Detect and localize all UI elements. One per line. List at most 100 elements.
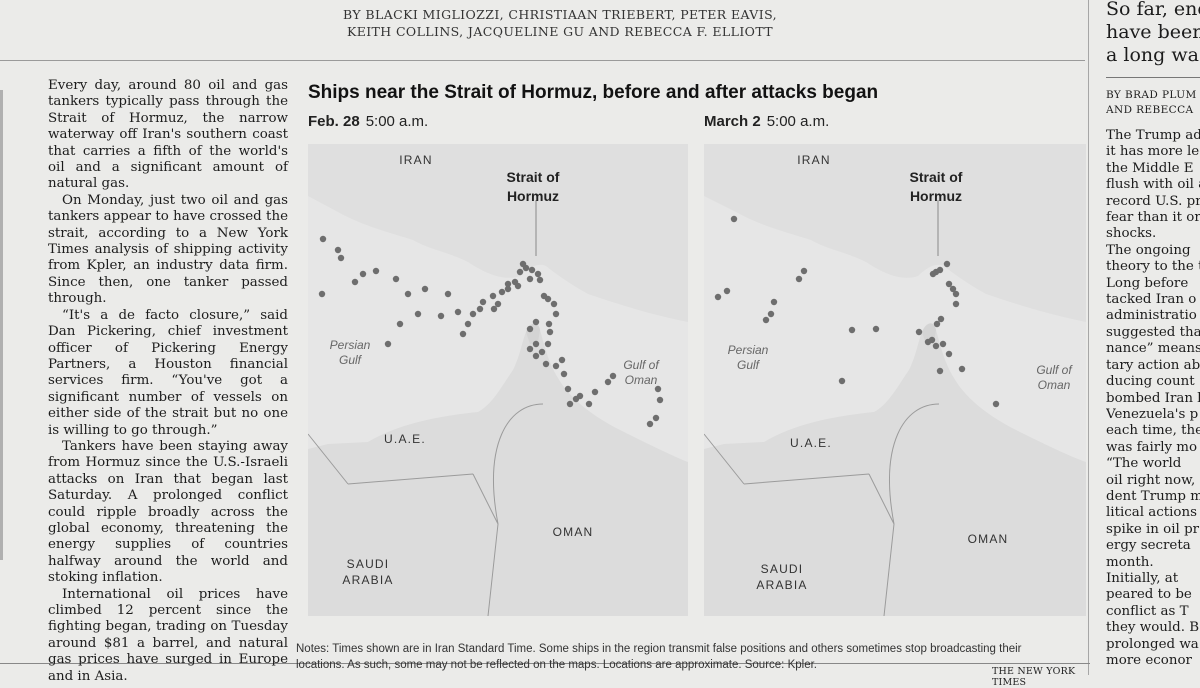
ship-dot [646,420,654,428]
adjacent-body-line: flush with oil a [1106,177,1200,193]
ship-dot [936,367,944,375]
map-borders [308,403,544,616]
ship-dot [945,350,953,358]
ship-dot [476,305,484,313]
ship-dot [334,246,342,254]
ship-dot [762,316,770,324]
ship-dot [421,285,429,293]
map-land-iran [308,144,688,322]
label-gulf-of-oman-2: Oman [625,373,658,387]
map-after: IRAN Strait of Hormuz Persian Gulf Gulf … [704,144,1086,616]
ship-dot [351,278,359,286]
adjacent-body-line: suggested tha [1106,324,1200,340]
ship-dot [489,292,497,300]
ship-dot [437,312,445,320]
adjacent-body-line: “The world [1106,456,1182,472]
adjacent-body-line: The Trump adm [1106,128,1200,143]
ship-dot [545,320,553,328]
ship-dot [604,378,612,386]
adjacent-body-line: bombed Iran l [1106,390,1200,406]
ship-dot [560,370,568,378]
ship-dot [384,340,392,348]
ship-dots [318,235,664,428]
adjacent-body-line: month. [1106,554,1154,570]
label-gulf-of-oman-1: Gulf of [623,358,660,372]
adjacent-body-line: fear than it or [1106,210,1200,226]
ship-dot [490,305,498,313]
ship-dot [714,293,722,301]
ship-dot [444,290,452,298]
ship-dot [723,287,731,295]
adjacent-body-line: it has more lee [1106,144,1200,160]
ship-dot [534,270,542,278]
ship-dot [526,275,534,283]
panel-label-before: Feb. 28 5:00 a.m. [308,113,428,130]
byline-line-1: BY BLACKI MIGLIOZZI, CHRISTIAAN TRIEBERT… [343,7,777,22]
label-uae: U.A.E. [790,436,832,450]
ship-dot [558,356,566,364]
ship-dot [504,285,512,293]
adjacent-body-line: litical actions [1106,505,1197,521]
article-body: Every day, around 80 oil and gas tankers… [48,78,288,685]
ship-dot [767,310,775,318]
adjacent-body-line: was fairly mo [1106,439,1198,455]
ship-dot [542,360,550,368]
label-saudi-1: SAUDI [347,557,390,571]
ship-dot [564,385,572,393]
label-strait-1: Strait of [910,169,963,185]
ship-dot [519,260,527,268]
ship-dot [454,308,462,316]
ship-dot [654,385,662,393]
ship-dot [952,300,960,308]
adjacent-body-line: Initially, at [1106,570,1179,586]
adjacent-byline: BY BRAD PLUM AND REBECCA [1106,88,1200,118]
panel-time: 5:00 a.m. [365,113,429,130]
ship-dot [552,310,560,318]
ship-dot [958,365,966,373]
adjacent-headline-line: So far, ene [1106,0,1200,20]
ship-dot [494,300,502,308]
ship-dot [915,328,923,336]
label-gulf-1: Persian [728,343,769,357]
panel-date: March 2 [704,113,761,130]
label-gulf-2: Gulf [339,353,363,367]
adjacent-body-line: tary action ab [1106,357,1200,373]
panel-time: 5:00 a.m. [766,113,830,130]
adjacent-body-line: conflict as T [1106,603,1189,619]
graphic-title: Ships near the Strait of Hormuz, before … [308,82,879,103]
adjacent-body-line: the Middle E [1106,160,1194,176]
article-paragraph: International oil prices have climbed 12… [48,586,288,684]
graphic-notes: Notes: Times shown are in Iran Standard … [296,641,1056,673]
article-paragraph: Every day, around 80 oil and gas tankers… [48,78,288,192]
adjacent-headline-line: a long wa [1106,44,1199,66]
ship-dot [528,266,536,274]
ship-dot [872,325,880,333]
ship-dot [318,290,326,298]
adjacent-article: So far, ene have been a long wa BY BRAD … [1106,0,1200,669]
ship-dot [546,328,554,336]
label-uae: U.A.E. [384,432,426,446]
label-strait-2: Hormuz [507,188,559,204]
ship-dot [536,276,544,284]
map-land-iran [704,144,1086,322]
label-strait-1: Strait of [507,169,560,185]
ship-dot [479,298,487,306]
ship-dot [992,400,1000,408]
ship-dot [932,342,940,350]
ship-dot [838,377,846,385]
ship-dot [609,372,617,380]
ship-dot [526,325,534,333]
ship-dot [952,290,960,298]
label-oman: OMAN [968,532,1009,546]
adjacent-headline-line: have been [1106,21,1200,43]
adjacent-body-line: ergy secreta [1106,538,1191,554]
notes-line-2: locations. As such, some may not be refl… [296,659,817,671]
ship-dot [526,345,534,353]
ship-dot [848,326,856,334]
adjacent-body-line: spike in oil pr [1106,521,1200,537]
ship-dot [319,235,327,243]
adjacent-body-line: oil right now, [1106,472,1196,488]
map-land-arabia [704,323,1086,616]
ship-dot [498,288,506,296]
map-land-arabia [308,323,688,616]
